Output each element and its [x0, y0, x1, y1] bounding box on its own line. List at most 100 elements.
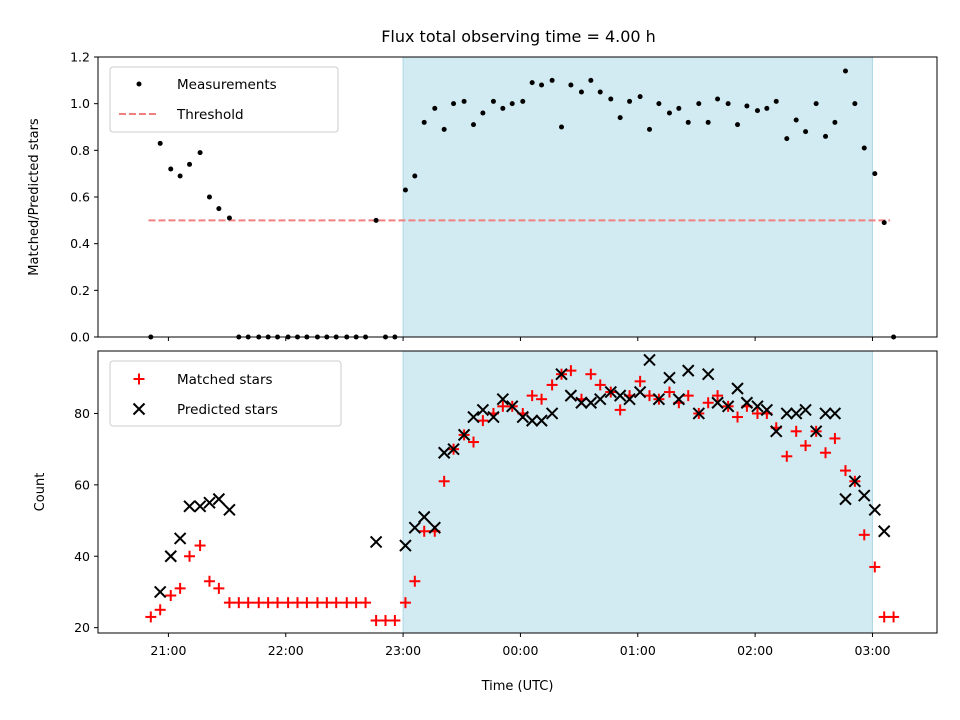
top-y-tick-label: 1.2: [70, 50, 90, 65]
top-y-tick-label: 1.0: [70, 96, 90, 111]
measurement-point: [764, 105, 770, 111]
matched-point: [663, 386, 675, 398]
top-y-tick-label: 0.0: [70, 330, 90, 345]
top-axis-ticks: 0.0 0.2 0.4 0.6 0.8 1.0 1.2: [70, 50, 873, 345]
cross-b: [183, 500, 196, 513]
measurement-point: [647, 126, 653, 132]
cross-b: [584, 396, 598, 409]
cross-b: [223, 503, 236, 517]
cross-b: [809, 425, 823, 438]
matched-point: [888, 611, 900, 623]
matched-point: [839, 465, 851, 477]
cross-b: [682, 364, 695, 377]
bottom-y-tick-label: 60: [74, 477, 90, 492]
predicted-point: [153, 585, 167, 599]
matched-point: [262, 597, 274, 609]
measurement-point: [881, 220, 887, 226]
cross-b: [604, 385, 617, 399]
bottom-plot-marks: [145, 353, 900, 627]
predicted-point: [525, 414, 539, 427]
predicted-point: [877, 525, 891, 538]
matched-point: [379, 615, 391, 627]
measurement-point: [685, 119, 691, 125]
cross-b: [633, 385, 647, 399]
cross-b: [731, 382, 744, 395]
cross-b: [555, 367, 568, 381]
matched-point: [467, 436, 479, 448]
cross-b: [711, 396, 724, 409]
top-observing-window-shade: [402, 56, 873, 338]
predicted-point: [535, 414, 548, 427]
legend-matched-marker: [133, 373, 145, 385]
cross-b: [868, 503, 882, 517]
matched-point: [370, 615, 382, 627]
cross-b: [153, 585, 167, 599]
cross-b: [428, 521, 441, 534]
matched-point: [438, 475, 450, 487]
predicted-point: [437, 446, 451, 459]
top-y-tick-label: 0.2: [70, 283, 90, 298]
measurement-point: [637, 94, 643, 100]
matched-point: [282, 597, 294, 609]
bottom-x-tick-label: 02:00: [737, 643, 773, 658]
matched-point: [321, 597, 333, 609]
measurement-point: [421, 119, 427, 125]
predicted-point: [780, 407, 794, 420]
cross-b: [369, 535, 383, 549]
measurement-point: [588, 77, 594, 83]
predicted-point: [799, 403, 812, 417]
matched-point: [565, 365, 577, 377]
matched-point: [194, 540, 206, 552]
bottom-axis-ticks: 20 40 60 80 21:00 22:00 23:00 00:00 01:00 02:00 03…: [74, 406, 890, 658]
measurement-point: [373, 217, 379, 223]
cross-b: [132, 402, 146, 416]
matched-point: [869, 561, 881, 573]
measurement-point: [187, 161, 193, 167]
matched-point: [634, 375, 646, 387]
measurement-point: [813, 101, 819, 107]
cross-b: [457, 428, 471, 442]
cross-b: [487, 410, 500, 424]
cross-b: [516, 410, 529, 424]
cross-b: [476, 403, 490, 417]
legend-measurements-marker: [136, 81, 142, 87]
matched-point: [800, 440, 812, 452]
measurement-point: [696, 101, 702, 107]
measurement-point: [402, 187, 408, 193]
predicted-point: [721, 400, 735, 413]
matched-point: [272, 597, 284, 609]
bottom-x-tick-label: 01:00: [620, 643, 656, 658]
predicted-point: [467, 410, 480, 424]
top-y-tick-label: 0.4: [70, 236, 90, 251]
matched-point: [174, 582, 186, 594]
predicted-point: [740, 396, 754, 409]
cross-b: [828, 407, 842, 420]
measurement-point: [861, 145, 867, 151]
measurement-point: [480, 110, 486, 116]
matched-point: [829, 432, 841, 444]
predicted-point: [731, 382, 744, 395]
predicted-point: [623, 392, 636, 406]
predicted-point: [545, 407, 559, 420]
matched-point: [712, 390, 724, 402]
measurement-point: [549, 77, 555, 83]
matched-point: [350, 597, 362, 609]
predicted-point: [682, 364, 695, 377]
predicted-point: [516, 410, 529, 424]
predicted-point: [751, 400, 764, 413]
measurement-point: [608, 96, 614, 102]
measurement-point: [823, 133, 829, 139]
bottom-y-tick-label: 40: [74, 549, 90, 564]
predicted-point: [594, 392, 607, 406]
top-y-tick-label: 0.6: [70, 190, 90, 205]
measurement-point: [744, 103, 750, 109]
measurement-point: [666, 110, 672, 116]
measurement-point: [470, 122, 476, 128]
predicted-point: [584, 396, 598, 409]
measurement-point: [177, 173, 183, 179]
cross-b: [212, 492, 226, 506]
measurement-point: [784, 136, 790, 142]
measurement-point: [872, 171, 878, 177]
legend-plus: [133, 373, 145, 385]
cross-b: [418, 510, 431, 524]
